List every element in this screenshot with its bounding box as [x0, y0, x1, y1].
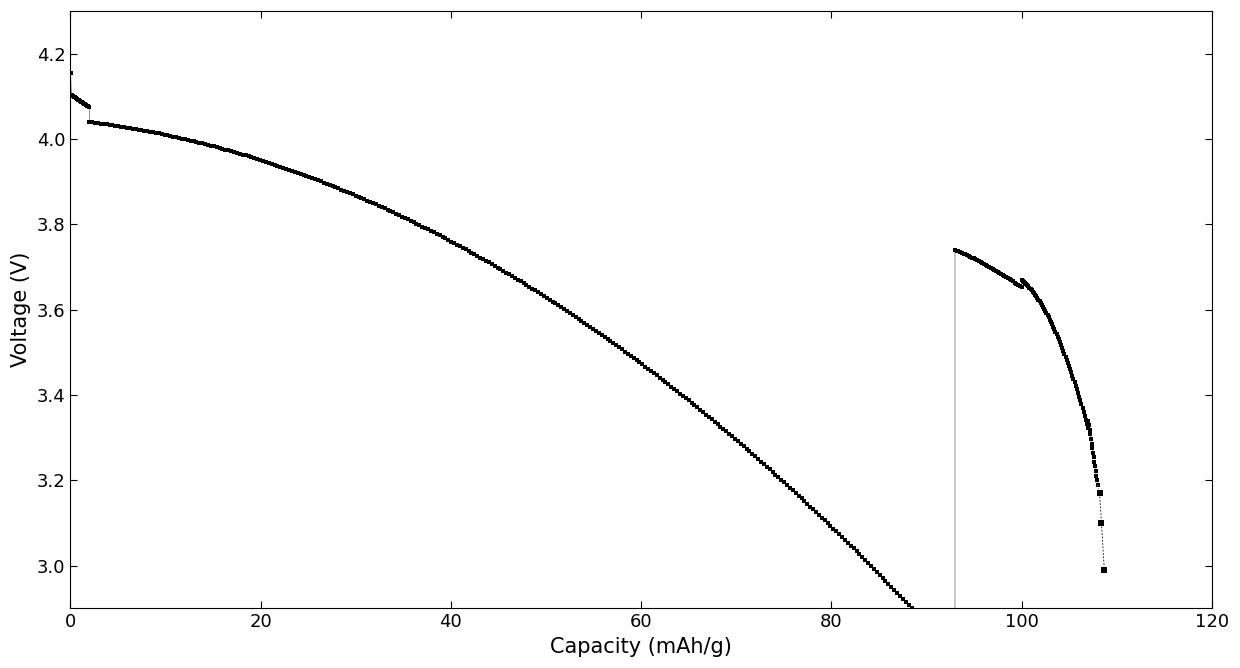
X-axis label: Capacity (mAh/g): Capacity (mAh/g)	[551, 637, 732, 657]
Y-axis label: Voltage (V): Voltage (V)	[11, 252, 31, 367]
